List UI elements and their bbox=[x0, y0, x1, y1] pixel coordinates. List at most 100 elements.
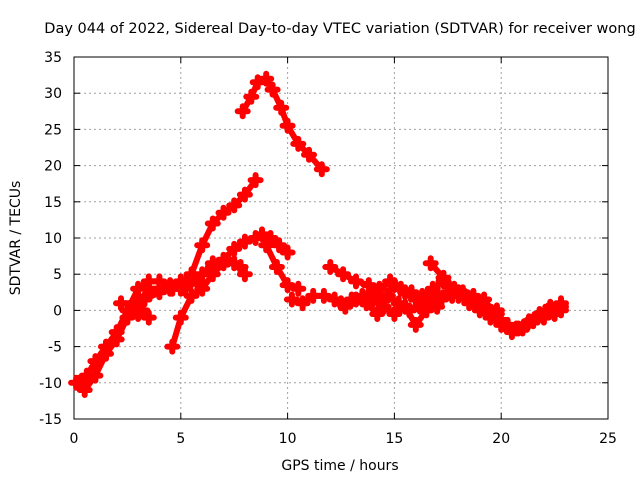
x-tick-label: 0 bbox=[70, 431, 79, 447]
data-point bbox=[204, 215, 221, 232]
data-point bbox=[386, 306, 403, 322]
data-point bbox=[70, 374, 87, 391]
data-point bbox=[354, 291, 371, 308]
chart-title: Day 044 of 2022, Sidereal Day-to-day VTE… bbox=[44, 21, 635, 37]
data-point bbox=[333, 295, 349, 312]
x-tick-label: 25 bbox=[599, 431, 617, 447]
data-point bbox=[335, 266, 352, 283]
data-point bbox=[108, 324, 125, 341]
data-point bbox=[482, 309, 499, 326]
x-tick-label: 10 bbox=[279, 431, 297, 447]
data-series bbox=[68, 70, 569, 398]
data-point bbox=[271, 237, 288, 254]
x-tick-label: 20 bbox=[492, 431, 510, 447]
data-point bbox=[290, 135, 307, 152]
y-tick-label: 20 bbox=[44, 159, 62, 175]
data-point bbox=[194, 237, 211, 254]
data-point bbox=[87, 353, 104, 370]
series-track-5 bbox=[130, 302, 157, 326]
data-point bbox=[375, 291, 392, 308]
y-tick-label: 30 bbox=[44, 86, 62, 102]
data-point bbox=[535, 309, 552, 326]
data-point bbox=[76, 382, 93, 398]
data-point bbox=[476, 298, 493, 315]
data-point bbox=[177, 280, 194, 297]
data-point bbox=[172, 309, 189, 326]
series-line bbox=[239, 75, 325, 173]
y-tick-label: 0 bbox=[53, 303, 62, 319]
data-point bbox=[369, 306, 386, 322]
y-tick-label: -15 bbox=[39, 412, 62, 428]
y-tick-label: -5 bbox=[48, 340, 62, 356]
data-point bbox=[204, 266, 221, 283]
data-point bbox=[249, 74, 266, 91]
axis-ticks bbox=[73, 56, 609, 420]
data-point bbox=[113, 295, 129, 312]
data-point bbox=[322, 259, 339, 275]
data-point bbox=[435, 269, 452, 286]
y-tick-label: 5 bbox=[53, 267, 62, 283]
data-point bbox=[279, 244, 296, 261]
data-point bbox=[140, 309, 157, 326]
data-point bbox=[78, 367, 95, 384]
data-point bbox=[386, 277, 403, 294]
x-tick-label: 15 bbox=[385, 431, 403, 447]
series-track-4 bbox=[164, 255, 253, 355]
data-point bbox=[226, 240, 243, 257]
data-point bbox=[215, 204, 232, 221]
data-point bbox=[236, 266, 253, 283]
data-point bbox=[279, 277, 296, 294]
data-point bbox=[525, 313, 542, 330]
y-tick-label: 15 bbox=[44, 195, 62, 211]
data-point bbox=[279, 117, 296, 134]
data-point bbox=[98, 338, 114, 355]
data-point bbox=[407, 316, 424, 333]
data-point bbox=[348, 273, 364, 290]
data-point bbox=[407, 291, 424, 308]
series-track-12 bbox=[354, 277, 446, 315]
data-point bbox=[254, 226, 270, 243]
data-point bbox=[294, 295, 311, 312]
data-point bbox=[553, 302, 569, 319]
data-point bbox=[164, 338, 181, 355]
data-point bbox=[488, 302, 505, 319]
data-point bbox=[151, 284, 168, 301]
series-track-7 bbox=[234, 70, 330, 178]
data-point bbox=[226, 255, 243, 272]
data-point bbox=[194, 280, 211, 297]
data-point bbox=[301, 146, 317, 163]
data-point bbox=[183, 287, 200, 304]
data-point bbox=[290, 280, 307, 297]
data-point bbox=[450, 284, 467, 301]
data-point bbox=[264, 81, 281, 98]
data-point bbox=[313, 161, 330, 178]
data-point bbox=[164, 280, 181, 297]
data-point bbox=[514, 320, 531, 337]
data-point bbox=[134, 302, 151, 319]
data-point bbox=[273, 99, 290, 116]
data-point bbox=[234, 103, 251, 120]
data-point bbox=[463, 291, 480, 308]
data-point bbox=[119, 302, 136, 319]
data-point bbox=[503, 324, 520, 341]
data-point bbox=[397, 298, 414, 315]
data-point bbox=[397, 284, 414, 301]
data-point bbox=[258, 70, 275, 87]
data-point bbox=[136, 291, 153, 308]
data-point bbox=[418, 295, 435, 312]
series-track-6 bbox=[262, 230, 296, 261]
y-tick-label: 10 bbox=[44, 231, 62, 247]
y-tick-label: -10 bbox=[39, 376, 62, 392]
data-point bbox=[422, 255, 439, 272]
data-point bbox=[236, 186, 253, 203]
y-axis-label: SDTVAR / TECUs bbox=[8, 181, 24, 296]
data-point bbox=[130, 280, 147, 297]
x-tick-label: 5 bbox=[176, 431, 185, 447]
data-point bbox=[125, 295, 142, 312]
x-axis-label: GPS time / hours bbox=[281, 458, 398, 474]
y-tick-label: 25 bbox=[44, 122, 62, 138]
series-track-11 bbox=[422, 255, 505, 319]
data-point bbox=[315, 287, 332, 304]
data-point bbox=[226, 197, 243, 214]
